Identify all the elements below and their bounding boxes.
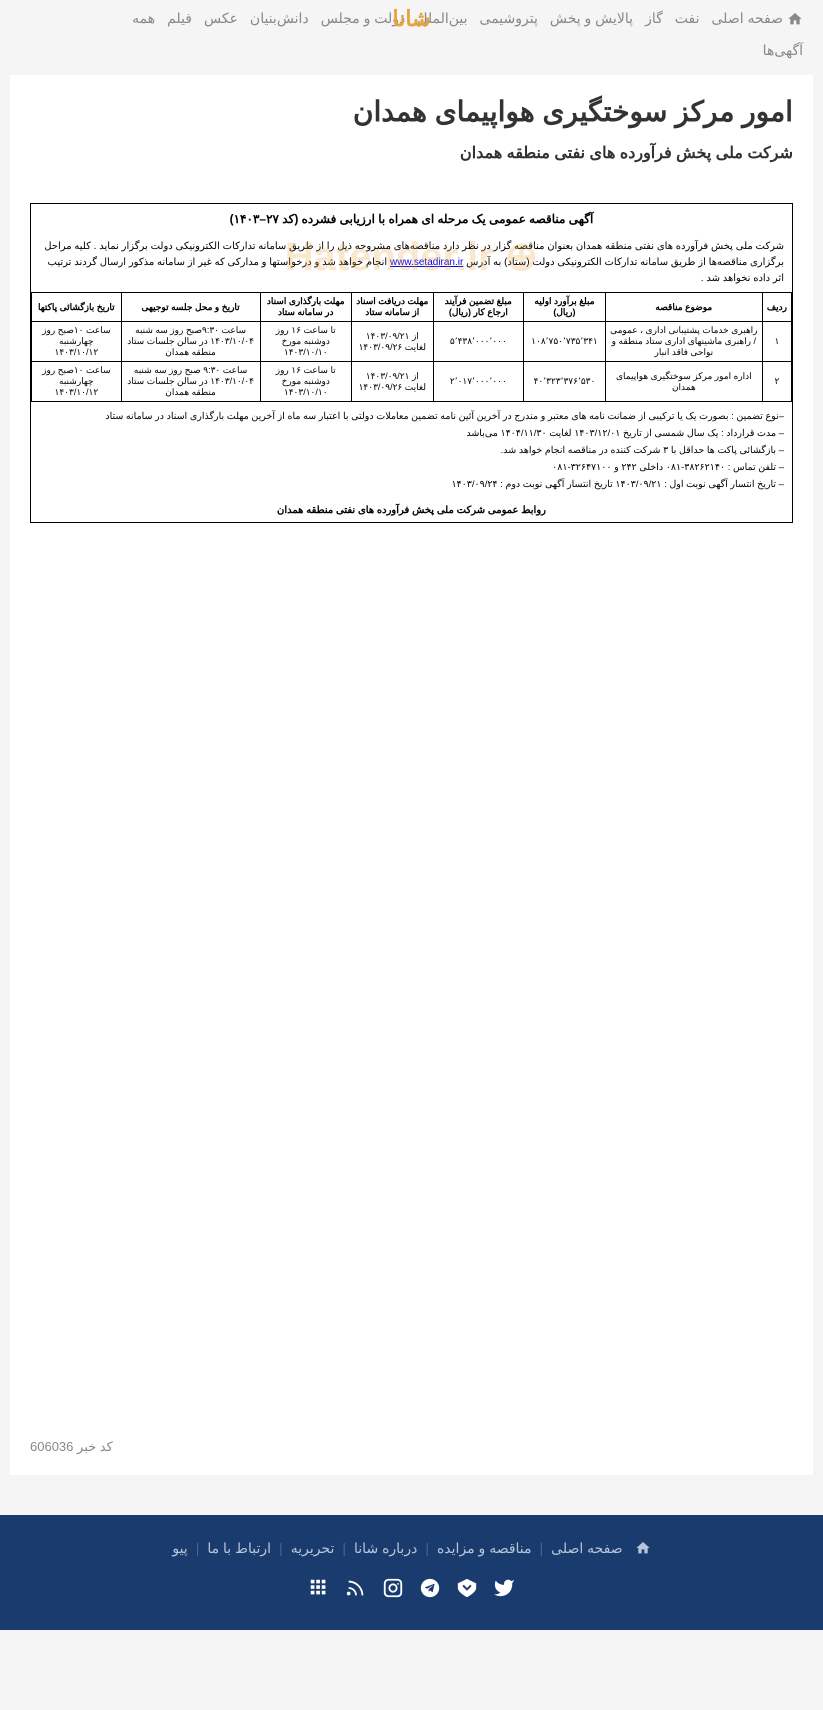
nav-video[interactable]: فیلم	[167, 10, 192, 27]
footer-link-last[interactable]: پیو	[172, 1540, 187, 1557]
nav-home[interactable]: صفحه اصلی	[712, 10, 803, 27]
cell: ساعت ۹:۳۰صبح روز سه شنبه ۱۴۰۳/۱۰/۰۴ در س…	[121, 322, 260, 362]
separator: |	[279, 1540, 283, 1557]
table-row: ۲ اداره امور مرکز سوختگیری هواپیمای همدا…	[32, 362, 792, 402]
nav-oil[interactable]: نفت	[675, 10, 700, 27]
home-icon	[635, 1540, 651, 1556]
news-code-value: 606036	[30, 1439, 73, 1454]
cell: ۱	[762, 322, 791, 362]
note-line: – تلفن تماس : ۳۸۲۶۲۱۴۰-۰۸۱ داخلی ۲۴۲ و ۳…	[39, 459, 784, 476]
grid-icon[interactable]	[308, 1577, 330, 1605]
nav-all[interactable]: همه	[132, 10, 155, 27]
nav-gas[interactable]: گاز	[645, 10, 663, 27]
tender-intro: شرکت ملی پخش فرآورده های نفتی منطقه همدا…	[31, 234, 792, 292]
nav-refining[interactable]: پالایش و پخش	[550, 10, 633, 27]
instagram-icon[interactable]	[382, 1577, 404, 1605]
site-logo[interactable]: شانا	[393, 6, 431, 32]
cell: ساعت ۱۰صبح روز چهارشنبه ۱۴۰۳/۱۰/۱۲	[32, 322, 122, 362]
site-footer: صفحه اصلی | مناقصه و مزایده | درباره شان…	[0, 1515, 823, 1630]
twitter-icon[interactable]	[493, 1577, 515, 1605]
nav-ads[interactable]: آگهی‌ها	[763, 42, 803, 58]
separator: |	[540, 1540, 544, 1557]
separator: |	[342, 1540, 346, 1557]
article-content: امور مرکز سوختگیری هواپیمای همدان شرکت م…	[10, 75, 813, 1475]
telegram-icon[interactable]	[419, 1577, 441, 1605]
cell: ساعت ۹:۳۰ صبح روز سه شنبه ۱۴۰۳/۱۰/۰۴ در …	[121, 362, 260, 402]
page-subtitle: شرکت ملی پخش فرآورده های نفتی منطقه همدا…	[30, 143, 793, 163]
note-line: –نوع تضمین : بصورت یک یا ترکیبی از ضمانت…	[39, 408, 784, 425]
nav-home-label: صفحه اصلی	[712, 10, 783, 27]
tender-heading: آگهی مناقصه عمومی یک مرحله ای همراه با ا…	[31, 204, 792, 234]
cell: ۲	[762, 362, 791, 402]
page-title: امور مرکز سوختگیری هواپیمای همدان	[30, 95, 793, 128]
setad-link[interactable]: www.setadiran.ir	[390, 257, 463, 268]
col-estimate: مبلغ برآورد اولیه (ریال)	[524, 293, 606, 322]
separator: |	[425, 1540, 429, 1557]
cell: از ۱۴۰۳/۰۹/۲۱ لغایت ۱۴۰۳/۰۹/۲۶	[351, 322, 433, 362]
nav-knowledge[interactable]: دانش‌بنیان	[250, 10, 309, 27]
col-meeting: تاریخ و محل جلسه توجیهی	[121, 293, 260, 322]
cell: تا ساعت ۱۶ روز دوشنبه مورخ ۱۴۰۳/۱۰/۱۰	[260, 362, 351, 402]
cell: ۵٬۴۳۸٬۰۰۰٬۰۰۰	[433, 322, 523, 362]
cell: ۴۰٬۳۲۳٬۳۷۶٬۵۳۰	[524, 362, 606, 402]
footer-tender[interactable]: مناقصه و مزایده	[437, 1540, 532, 1557]
col-num: ردیف	[762, 293, 791, 322]
tender-document: ⊕ Hatender.ir آگهی مناقصه عمومی یک مرحله…	[30, 203, 793, 523]
note-line: – مدت قرارداد : یک سال شمسی از تاریخ ۱۴۰…	[39, 425, 784, 442]
col-opening: تاریخ بازگشائی پاکتها	[32, 293, 122, 322]
cell: تا ساعت ۱۶ روز دوشنبه مورخ ۱۴۰۳/۱۰/۱۰	[260, 322, 351, 362]
separator: |	[196, 1540, 200, 1557]
rss-icon[interactable]	[345, 1577, 367, 1605]
nav-petrochem[interactable]: پتروشیمی	[480, 10, 538, 27]
note-line: – بازگشائی پاکت ها حداقل با ۳ شرکت کننده…	[39, 442, 784, 459]
cell: اداره امور مرکز سوختگیری هواپیمای همدان	[605, 362, 762, 402]
footer-editorial[interactable]: تحریریه	[291, 1540, 335, 1557]
col-guarantee: مبلغ تضمین فرآیند ارجاع کار (ریال)	[433, 293, 523, 322]
social-icons	[20, 1577, 803, 1605]
footer-home[interactable]: صفحه اصلی	[551, 1540, 622, 1557]
news-code: کد خبر 606036	[30, 1439, 113, 1455]
col-upload: مهلت بارگذاری اسناد در سامانه ستاد	[260, 293, 351, 322]
pocket-icon[interactable]	[456, 1577, 478, 1605]
table-header-row: ردیف موضوع مناقصه مبلغ برآورد اولیه (ریا…	[32, 293, 792, 322]
tender-footer: روابط عمومی شرکت ملی پخش فرآورده های نفت…	[31, 499, 792, 522]
footer-contact[interactable]: ارتباط با ما	[207, 1540, 271, 1557]
tender-notes: –نوع تضمین : بصورت یک یا ترکیبی از ضمانت…	[31, 402, 792, 499]
note-line: – تاریخ انتسار آگهی نوبت اول : ۱۴۰۳/۰۹/۲…	[39, 476, 784, 493]
home-icon	[787, 11, 803, 27]
cell: ۱۰۸٬۷۵۰٬۷۳۵٬۳۴۱	[524, 322, 606, 362]
cell: ۲٬۰۱۷٬۰۰۰٬۰۰۰	[433, 362, 523, 402]
tender-table: ردیف موضوع مناقصه مبلغ برآورد اولیه (ریا…	[31, 292, 792, 402]
col-subject: موضوع مناقصه	[605, 293, 762, 322]
nav-photo[interactable]: عکس	[204, 10, 238, 27]
col-receive: مهلت دریافت اسناد از سامانه ستاد	[351, 293, 433, 322]
cell: راهبری خدمات پشتیبانی اداری ، عمومی / را…	[605, 322, 762, 362]
nav-row-2: آگهی‌ها	[0, 37, 823, 75]
cell: ساعت ۱۰صبح روز چهارشنبه ۱۴۰۳/۱۰/۱۲	[32, 362, 122, 402]
footer-links: صفحه اصلی | مناقصه و مزایده | درباره شان…	[20, 1540, 803, 1557]
cell: از ۱۴۰۳/۰۹/۲۱ لغایت ۱۴۰۳/۰۹/۲۶	[351, 362, 433, 402]
footer-about[interactable]: درباره شانا	[354, 1540, 417, 1557]
news-code-label: کد خبر	[77, 1439, 113, 1454]
table-row: ۱ راهبری خدمات پشتیبانی اداری ، عمومی / …	[32, 322, 792, 362]
top-navigation: صفحه اصلی نفت گاز پالایش و پخش پتروشیمی …	[0, 0, 823, 37]
